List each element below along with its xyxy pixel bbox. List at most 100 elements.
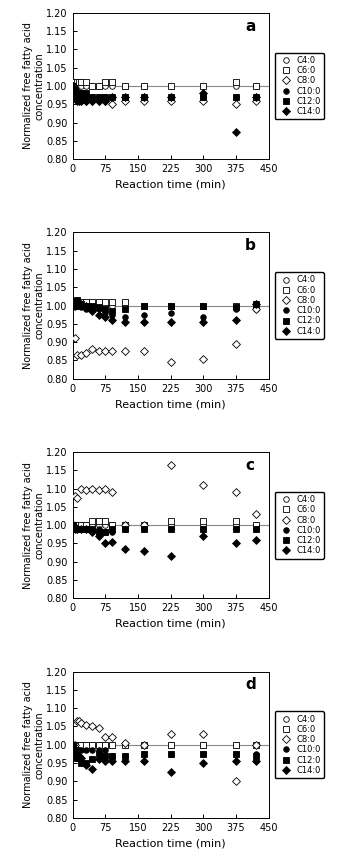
Point xyxy=(78,90,84,104)
Point xyxy=(142,79,147,93)
Point xyxy=(96,299,102,313)
Point xyxy=(72,518,78,532)
Point xyxy=(142,90,147,104)
Point xyxy=(76,744,82,757)
Point xyxy=(78,481,84,495)
Point xyxy=(96,747,102,761)
Point xyxy=(96,518,102,532)
Point xyxy=(72,299,78,313)
Point xyxy=(122,736,128,750)
Point xyxy=(70,79,76,93)
Text: d: d xyxy=(245,677,256,693)
Point xyxy=(200,727,206,740)
Point xyxy=(233,314,239,327)
Point xyxy=(83,94,89,107)
Point xyxy=(74,751,80,764)
Point xyxy=(70,518,76,532)
Point xyxy=(74,744,80,757)
Point xyxy=(83,299,89,313)
Point xyxy=(233,522,239,536)
Point xyxy=(142,522,147,536)
Point xyxy=(89,515,95,528)
Point xyxy=(72,299,78,313)
Point xyxy=(102,94,108,107)
Point xyxy=(76,76,82,89)
Point xyxy=(102,295,108,308)
Point xyxy=(102,310,108,324)
Point xyxy=(233,301,239,314)
Point xyxy=(102,738,108,751)
Point xyxy=(83,738,89,751)
Point xyxy=(83,744,89,757)
Point xyxy=(122,295,128,308)
Point xyxy=(253,518,258,532)
Point xyxy=(253,522,258,536)
Point xyxy=(96,738,102,751)
Point xyxy=(89,522,95,536)
Point xyxy=(78,757,84,770)
Point xyxy=(70,79,76,93)
Point xyxy=(122,299,128,313)
Point xyxy=(74,90,80,104)
Point xyxy=(72,738,78,751)
Point xyxy=(74,76,80,89)
Point xyxy=(253,754,258,768)
Point xyxy=(83,738,89,751)
Point xyxy=(168,299,174,313)
Point xyxy=(200,522,206,536)
Point xyxy=(122,315,128,329)
Point xyxy=(74,738,80,751)
Point xyxy=(78,299,84,313)
Point xyxy=(74,522,80,536)
Point xyxy=(168,90,174,104)
Point xyxy=(78,518,84,532)
Point xyxy=(102,738,108,751)
Point xyxy=(96,90,102,104)
Point xyxy=(89,481,95,495)
Point xyxy=(96,526,102,539)
Point xyxy=(109,299,115,313)
Point xyxy=(200,94,206,107)
Point xyxy=(109,749,115,763)
Point xyxy=(96,301,102,314)
Point xyxy=(78,522,84,536)
Point xyxy=(70,79,76,93)
Point xyxy=(200,90,206,104)
Point xyxy=(168,299,174,313)
Point xyxy=(253,94,258,107)
Point xyxy=(96,484,102,498)
Point xyxy=(233,90,239,104)
Point xyxy=(233,79,239,93)
Point xyxy=(109,522,115,536)
Point xyxy=(102,76,108,89)
Point xyxy=(78,76,84,89)
Point xyxy=(70,738,76,751)
Text: b: b xyxy=(245,239,256,253)
Point xyxy=(96,344,102,358)
Point xyxy=(168,747,174,761)
Point xyxy=(96,752,102,766)
Point xyxy=(142,747,147,761)
Point xyxy=(142,90,147,104)
Point xyxy=(142,315,147,329)
Point xyxy=(253,749,258,763)
Point xyxy=(83,522,89,536)
Point xyxy=(78,90,84,104)
Point xyxy=(142,308,147,321)
Point xyxy=(109,738,115,751)
Point xyxy=(78,296,84,310)
Point xyxy=(89,526,95,539)
Point xyxy=(83,717,89,731)
Point xyxy=(168,90,174,104)
Point xyxy=(168,315,174,329)
Point xyxy=(122,738,128,751)
Point xyxy=(74,295,80,308)
Point xyxy=(72,76,78,89)
Point xyxy=(89,79,95,93)
Point xyxy=(168,306,174,320)
Point xyxy=(102,79,108,93)
Point xyxy=(233,90,239,104)
Point xyxy=(74,299,80,313)
Point xyxy=(200,747,206,761)
Point xyxy=(233,515,239,528)
